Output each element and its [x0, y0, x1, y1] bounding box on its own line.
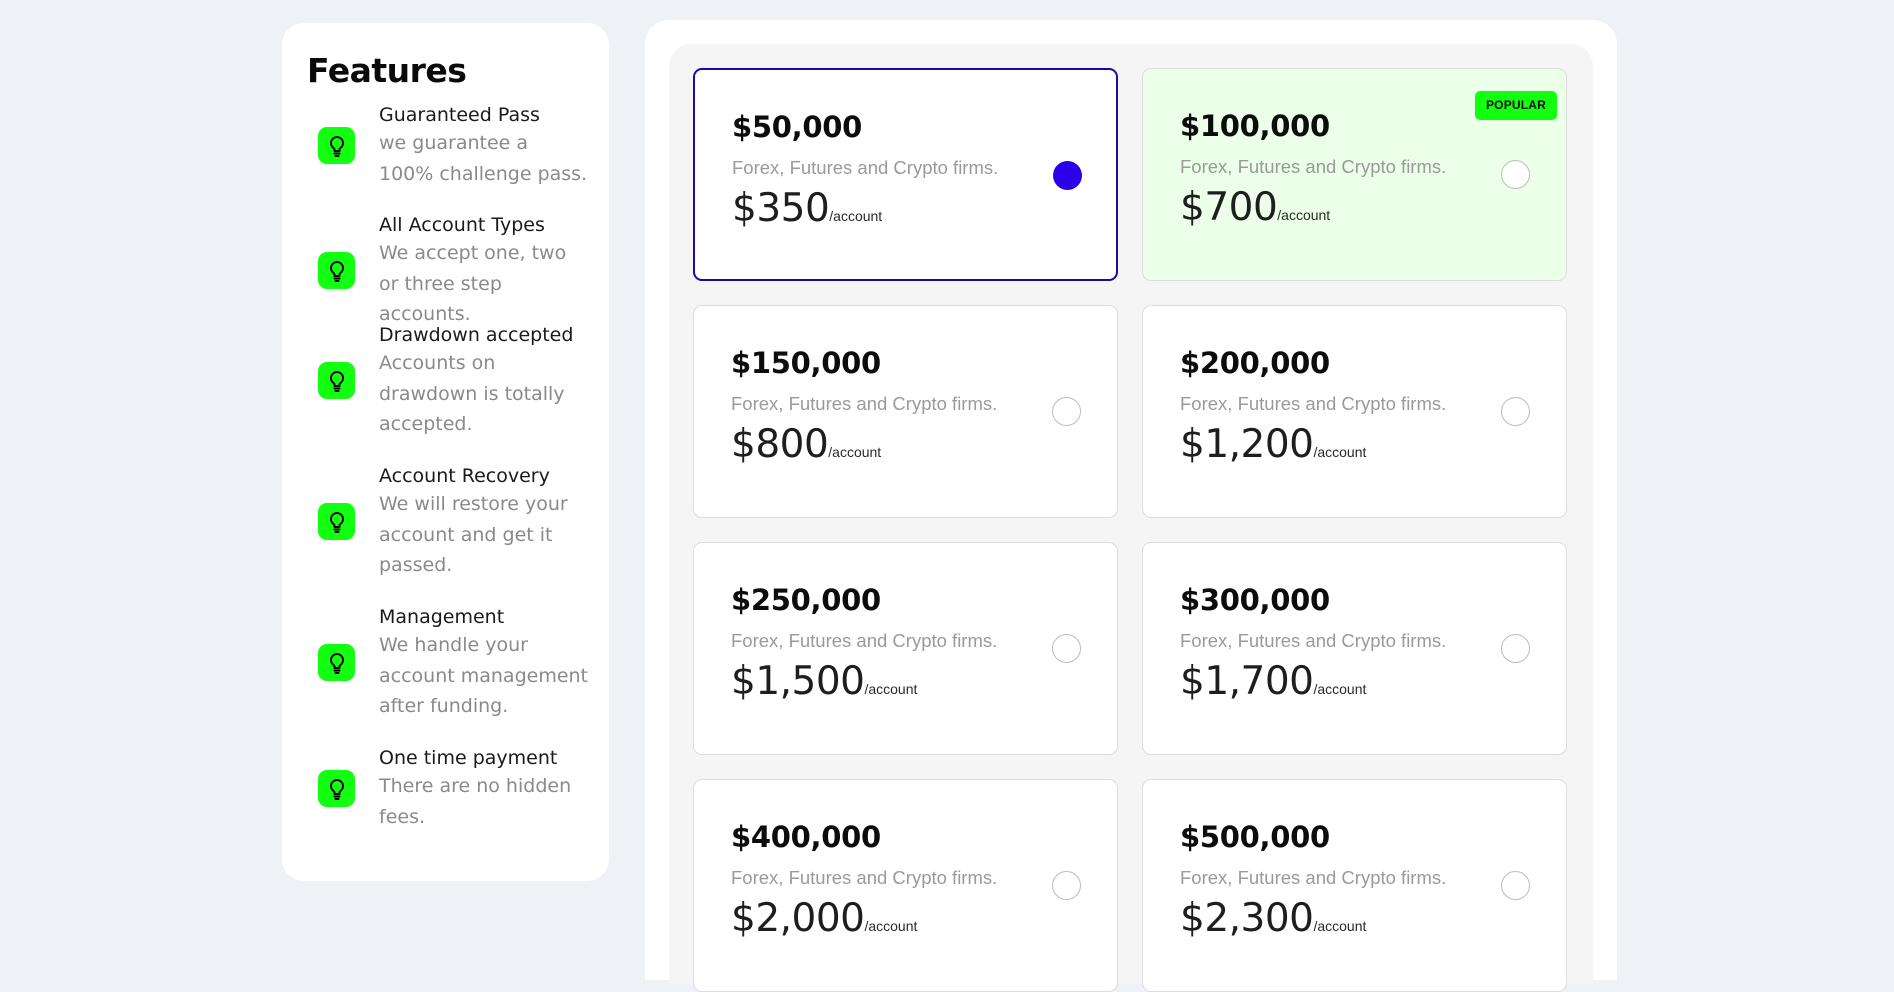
plan-price-row: $350/account: [732, 186, 882, 231]
features-card: Features Guaranteed Pass we guarantee a …: [282, 23, 609, 881]
plan-card-300k[interactable]: $300,000 Forex, Futures and Crypto firms…: [1142, 542, 1567, 755]
lightbulb-icon: [318, 770, 355, 807]
plan-per-label: /account: [1313, 444, 1367, 460]
plan-description: Forex, Futures and Crypto firms.: [1180, 867, 1447, 888]
feature-item-account-recovery: Account Recovery We will restore your ac…: [318, 463, 588, 581]
plan-price-row: $1,700/account: [1180, 659, 1366, 704]
plan-per-label: /account: [1277, 207, 1331, 223]
feature-description: We handle your account management after …: [379, 634, 589, 717]
plan-description: Forex, Futures and Crypto firms.: [1180, 156, 1447, 177]
plan-price-row: $2,300/account: [1180, 896, 1366, 941]
plan-radio[interactable]: [1501, 871, 1530, 900]
plan-account-size: $250,000: [731, 583, 881, 617]
plan-price: $1,500: [731, 659, 865, 704]
plan-radio[interactable]: [1501, 634, 1530, 663]
features-title: Features: [307, 51, 467, 90]
plan-description: Forex, Futures and Crypto firms.: [731, 867, 998, 888]
lightbulb-icon: [318, 252, 355, 290]
plan-card-500k[interactable]: $500,000 Forex, Futures and Crypto firms…: [1142, 779, 1567, 992]
plan-price-row: $1,200/account: [1180, 422, 1366, 467]
lightbulb-icon: [318, 644, 355, 682]
plan-account-size: $400,000: [731, 820, 881, 854]
feature-title: Guaranteed Pass: [379, 104, 540, 126]
plan-price: $1,700: [1180, 659, 1314, 704]
plan-per-label: /account: [864, 918, 918, 934]
plan-radio[interactable]: [1501, 397, 1530, 426]
feature-text: Drawdown accepted Accounts on drawdown i…: [379, 322, 588, 440]
plan-account-size: $200,000: [1180, 346, 1330, 380]
plan-description: Forex, Futures and Crypto firms.: [731, 630, 998, 651]
plan-price-row: $800/account: [731, 422, 881, 467]
plan-account-size: $300,000: [1180, 583, 1330, 617]
feature-description: We accept one, two or three step account…: [379, 242, 567, 325]
feature-description: Accounts on drawdown is totally accepted…: [379, 352, 565, 435]
lightbulb-icon: [318, 362, 355, 400]
plan-radio[interactable]: [1501, 160, 1530, 189]
lightbulb-icon: [318, 127, 355, 164]
plan-card-200k[interactable]: $200,000 Forex, Futures and Crypto firms…: [1142, 305, 1567, 518]
feature-item-drawdown-accepted: Drawdown accepted Accounts on drawdown i…: [318, 322, 588, 440]
plan-radio[interactable]: [1052, 634, 1081, 663]
plan-price-row: $1,500/account: [731, 659, 917, 704]
plan-price: $700: [1180, 185, 1278, 230]
plan-description: Forex, Futures and Crypto firms.: [1180, 630, 1447, 651]
feature-text: One time payment There are no hidden fee…: [379, 745, 588, 832]
feature-text: Management We handle your account manage…: [379, 604, 588, 722]
plan-radio-selected[interactable]: [1053, 161, 1082, 190]
plan-account-size: $100,000: [1180, 109, 1330, 143]
plan-per-label: /account: [829, 208, 883, 224]
plan-account-size: $500,000: [1180, 820, 1330, 854]
feature-text: All Account Types We accept one, two or …: [379, 212, 588, 330]
plan-per-label: /account: [828, 444, 882, 460]
plan-radio[interactable]: [1052, 397, 1081, 426]
plans-grid: $50,000 Forex, Futures and Crypto firms.…: [669, 44, 1593, 992]
plan-card-50k[interactable]: $50,000 Forex, Futures and Crypto firms.…: [693, 68, 1118, 281]
lightbulb-icon: [318, 503, 355, 541]
feature-title: Drawdown accepted: [379, 324, 574, 346]
feature-item-management: Management We handle your account manage…: [318, 604, 588, 722]
plan-price: $800: [731, 422, 829, 467]
plan-radio[interactable]: [1052, 871, 1081, 900]
plan-price: $1,200: [1180, 422, 1314, 467]
plan-price: $350: [732, 186, 830, 231]
plan-card-250k[interactable]: $250,000 Forex, Futures and Crypto firms…: [693, 542, 1118, 755]
plan-price: $2,000: [731, 896, 865, 941]
plans-panel: $50,000 Forex, Futures and Crypto firms.…: [645, 20, 1617, 992]
plan-description: Forex, Futures and Crypto firms.: [731, 393, 998, 414]
plan-per-label: /account: [1313, 681, 1367, 697]
plan-account-size: $50,000: [732, 110, 862, 144]
feature-title: One time payment: [379, 747, 558, 769]
plan-per-label: /account: [1313, 918, 1367, 934]
feature-title: Account Recovery: [379, 465, 550, 487]
plan-price-row: $700/account: [1180, 185, 1330, 230]
feature-text: Account Recovery We will restore your ac…: [379, 463, 588, 581]
plan-card-150k[interactable]: $150,000 Forex, Futures and Crypto firms…: [693, 305, 1118, 518]
feature-text: Guaranteed Pass we guarantee a 100% chal…: [379, 102, 588, 189]
feature-description: we guarantee a 100% challenge pass.: [379, 132, 588, 185]
plan-price-row: $2,000/account: [731, 896, 917, 941]
feature-item-guaranteed-pass: Guaranteed Pass we guarantee a 100% chal…: [318, 102, 588, 189]
plan-account-size: $150,000: [731, 346, 881, 380]
plan-price: $2,300: [1180, 896, 1314, 941]
plan-description: Forex, Futures and Crypto firms.: [1180, 393, 1447, 414]
feature-item-all-account-types: All Account Types We accept one, two or …: [318, 212, 588, 330]
plan-card-400k[interactable]: $400,000 Forex, Futures and Crypto firms…: [693, 779, 1118, 992]
feature-item-one-time-payment: One time payment There are no hidden fee…: [318, 745, 588, 832]
popular-badge: POPULAR: [1475, 91, 1557, 120]
plan-description: Forex, Futures and Crypto firms.: [732, 157, 999, 178]
plan-card-100k[interactable]: POPULAR $100,000 Forex, Futures and Cryp…: [1142, 68, 1567, 281]
feature-description: There are no hidden fees.: [379, 775, 572, 828]
feature-title: Management: [379, 606, 505, 628]
feature-title: All Account Types: [379, 214, 545, 236]
plan-per-label: /account: [864, 681, 918, 697]
feature-description: We will restore your account and get it …: [379, 493, 568, 576]
